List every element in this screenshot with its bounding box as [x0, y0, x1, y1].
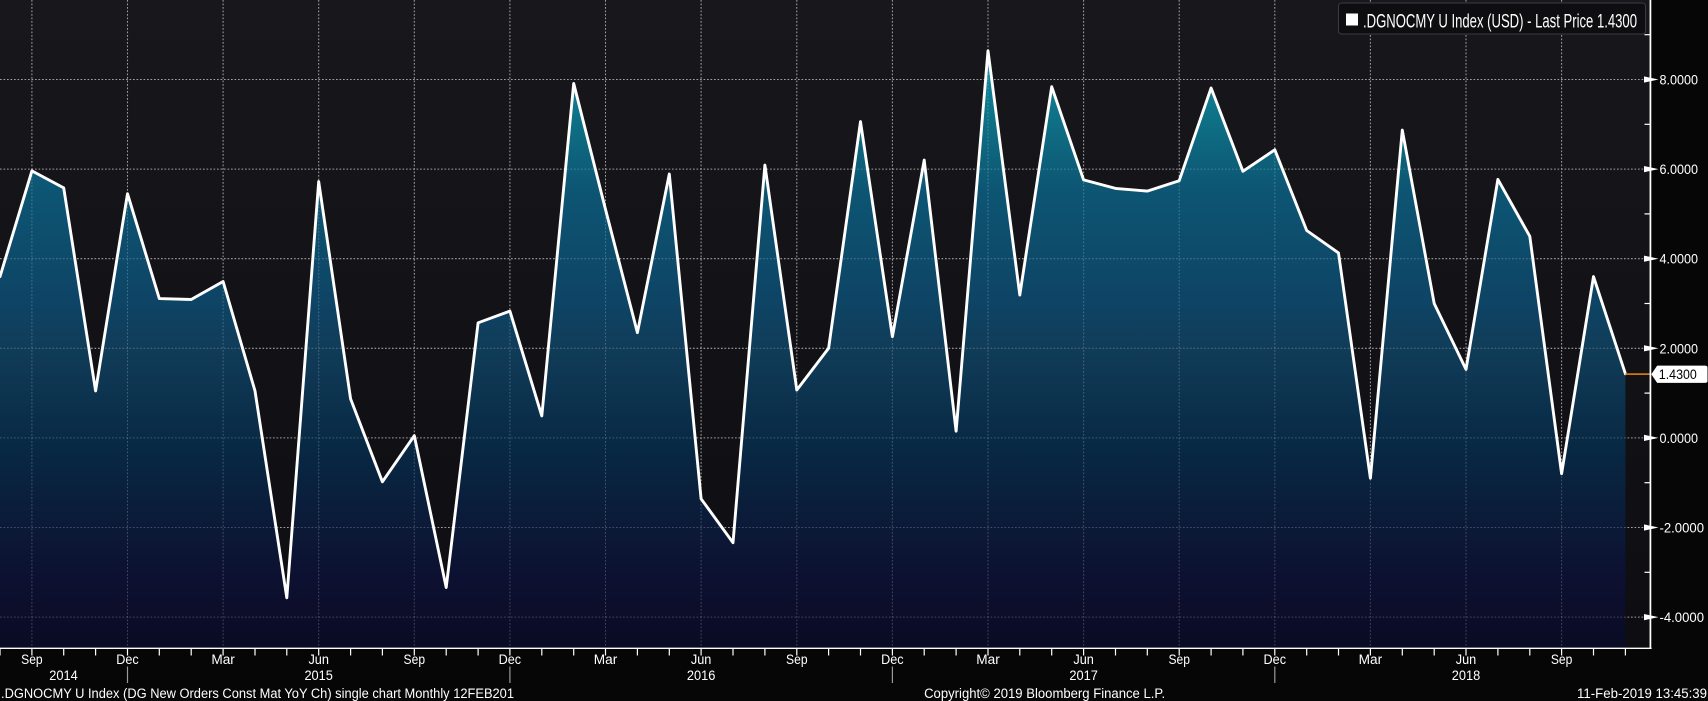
- svg-text:4.0000: 4.0000: [1660, 252, 1699, 267]
- svg-text:0.0000: 0.0000: [1660, 431, 1699, 446]
- svg-text:Sep: Sep: [1551, 652, 1573, 667]
- svg-text:Jun: Jun: [1456, 652, 1477, 667]
- svg-text:Sep: Sep: [404, 652, 426, 667]
- svg-text:Dec: Dec: [1264, 652, 1287, 667]
- svg-text:Jun: Jun: [1073, 652, 1094, 667]
- svg-text:Copyright© 2019 Bloomberg Fina: Copyright© 2019 Bloomberg Finance L.P.: [924, 686, 1165, 701]
- svg-text:Sep: Sep: [1168, 652, 1190, 667]
- svg-text:Jun: Jun: [691, 652, 712, 667]
- svg-text:2015: 2015: [304, 668, 333, 683]
- svg-text:2016: 2016: [687, 668, 716, 683]
- svg-text:.DGNOCMY U Index (DG New Order: .DGNOCMY U Index (DG New Orders Const Ma…: [1, 686, 514, 701]
- svg-text:2.0000: 2.0000: [1660, 341, 1699, 356]
- svg-text:2018: 2018: [1452, 668, 1481, 683]
- svg-text:1.4300: 1.4300: [1659, 367, 1697, 382]
- svg-text:Dec: Dec: [881, 652, 904, 667]
- svg-text:Mar: Mar: [594, 652, 618, 667]
- svg-text:Dec: Dec: [116, 652, 139, 667]
- svg-text:Mar: Mar: [976, 652, 1000, 667]
- svg-text:8.0000: 8.0000: [1660, 73, 1699, 88]
- svg-text:-2.0000: -2.0000: [1660, 521, 1705, 536]
- svg-text:2017: 2017: [1069, 668, 1098, 683]
- svg-text:Sep: Sep: [21, 652, 43, 667]
- svg-text:.DGNOCMY U Index (USD) - Last: .DGNOCMY U Index (USD) - Last Price 1.43…: [1363, 12, 1637, 33]
- svg-text:2014: 2014: [49, 668, 78, 683]
- svg-text:-4.0000: -4.0000: [1660, 610, 1705, 625]
- svg-text:Jun: Jun: [308, 652, 329, 667]
- svg-text:Mar: Mar: [211, 652, 235, 667]
- svg-text:Sep: Sep: [786, 652, 808, 667]
- svg-text:Dec: Dec: [499, 652, 522, 667]
- svg-text:11-Feb-2019 13:45:39: 11-Feb-2019 13:45:39: [1577, 686, 1707, 701]
- svg-text:Mar: Mar: [1359, 652, 1383, 667]
- svg-text:6.0000: 6.0000: [1660, 162, 1699, 177]
